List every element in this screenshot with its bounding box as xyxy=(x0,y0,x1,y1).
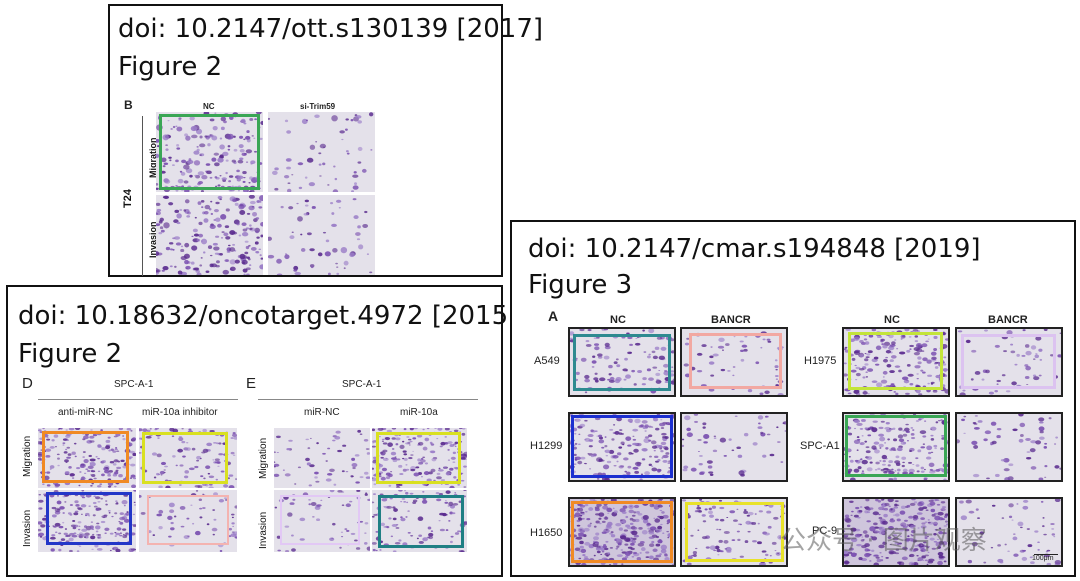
row-label-spc-a1: SPC-A1 xyxy=(800,440,840,452)
micrograph-t24-nc-invasion xyxy=(156,195,263,275)
row-label-h1299: H1299 xyxy=(530,440,563,452)
micrograph-h1975-bancr xyxy=(955,327,1063,397)
column-label-mir-nc: miR-NC xyxy=(304,407,340,418)
micrograph-e-mir10a-invasion xyxy=(372,490,467,552)
scale-bar xyxy=(1034,554,1058,555)
column-label-si-trim59: si-Trim59 xyxy=(300,102,336,111)
row-label-pc-9: PC-9 xyxy=(812,525,838,537)
row-label-a549: A549 xyxy=(534,355,560,367)
group-label-t24: T24 xyxy=(122,189,134,208)
subfigure-letter-a: A xyxy=(548,308,559,324)
panel-figure-label: Figure 2 xyxy=(118,52,223,82)
panel-figure-label: Figure 3 xyxy=(528,270,633,300)
subfigure-letter-d: D xyxy=(22,375,33,392)
row-label-invasion-d: Invasion xyxy=(22,509,33,547)
micrograph-spc-a1-bancr xyxy=(955,412,1063,482)
panel-doi: doi: 10.2147/ott.s130139 [2017] xyxy=(118,14,544,44)
micrograph-t24-si-migration xyxy=(268,112,375,192)
micrograph-t24-si-invasion xyxy=(268,195,375,275)
micrograph-d-inhib-migration xyxy=(139,428,237,488)
scale-bar-label: 100μm xyxy=(1032,555,1054,562)
panel-doi: doi: 10.2147/cmar.s194848 [2019] xyxy=(528,234,981,264)
cell-line-label-e: SPC-A-1 xyxy=(342,379,382,390)
subfigure-letter: B xyxy=(124,98,133,112)
micrograph-h1975-nc xyxy=(842,327,950,397)
figure-panel-cmar-2019: doi: 10.2147/cmar.s194848 [2019] Figure … xyxy=(510,220,1076,577)
figure-panel-ott-2017: doi: 10.2147/ott.s130139 [2017] Figure 2… xyxy=(108,4,543,277)
micrograph-h1299-bancr xyxy=(680,412,788,482)
row-label-h1650: H1650 xyxy=(530,527,563,539)
column-label-anti-mir-nc: anti-miR-NC xyxy=(58,407,113,418)
micrograph-h1299-nc xyxy=(568,412,676,482)
micrograph-e-nc-migration xyxy=(274,428,370,488)
subfigure-letter-e: E xyxy=(246,375,257,392)
watermark: 公众号 · 图片观察 xyxy=(780,526,987,556)
row-label-invasion-e: Invasion xyxy=(258,511,269,549)
micrograph-d-inhib-invasion xyxy=(139,490,237,552)
column-label-nc-right: NC xyxy=(884,314,900,326)
micrograph-spc-a1-nc xyxy=(842,412,950,482)
header-rule-e xyxy=(258,399,478,400)
column-label-nc-left: NC xyxy=(610,314,626,326)
figure-panel-oncotarget-2015: doi: 10.18632/oncotarget.4972 [2015] Fig… xyxy=(6,285,518,577)
cell-line-label-d: SPC-A-1 xyxy=(114,379,154,390)
micrograph-h1650-nc xyxy=(568,497,676,567)
micrograph-t24-nc-migration xyxy=(156,112,263,192)
micrograph-e-nc-invasion xyxy=(274,490,370,552)
column-label-mir10a: miR-10a xyxy=(400,407,438,418)
row-label-migration-d: Migration xyxy=(22,435,33,477)
panel-figure-label: Figure 2 xyxy=(18,339,123,369)
row-label-migration-e: Migration xyxy=(258,437,269,479)
column-label-nc: NC xyxy=(203,102,215,111)
micrograph-h1650-bancr xyxy=(680,497,788,567)
micrograph-pc-9-nc xyxy=(842,497,950,567)
column-label-mir10a-inhibitor: miR-10a inhibitor xyxy=(142,407,218,418)
header-rule-d xyxy=(38,399,238,400)
micrograph-a549-bancr xyxy=(680,327,788,397)
micrograph-e-mir10a-migration xyxy=(372,428,467,488)
micrograph-d-anti-migration xyxy=(38,428,136,488)
row-label-h1975: H1975 xyxy=(804,355,837,367)
panel-doi: doi: 10.18632/oncotarget.4972 [2015] xyxy=(18,301,519,331)
column-label-bancr-right: BANCR xyxy=(988,314,1028,326)
micrograph-d-anti-invasion xyxy=(38,490,136,552)
micrograph-a549-nc xyxy=(568,327,676,397)
column-label-bancr-left: BANCR xyxy=(711,314,751,326)
group-divider xyxy=(142,116,143,276)
